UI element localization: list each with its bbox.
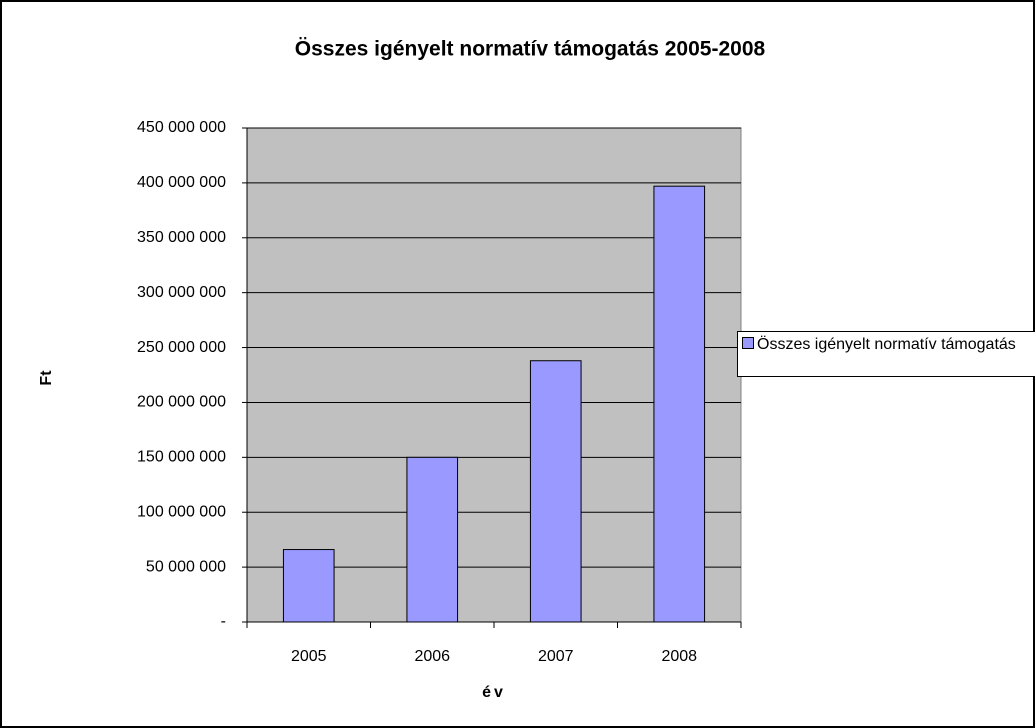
x-tick-label: 2005 bbox=[291, 648, 327, 665]
bar bbox=[653, 185, 706, 623]
y-tick-label: 300 000 000 bbox=[137, 284, 226, 301]
legend: Összes igényelt normatív támogatás bbox=[737, 331, 1035, 377]
x-tick-label: 2007 bbox=[538, 648, 574, 665]
x-axis-title: év bbox=[482, 684, 506, 701]
y-tick-label: 250 000 000 bbox=[137, 339, 226, 356]
bar bbox=[406, 456, 459, 623]
y-tick-label: 400 000 000 bbox=[137, 174, 226, 191]
y-tick-label: 450 000 000 bbox=[137, 119, 226, 136]
legend-label: Összes igényelt normatív támogatás bbox=[757, 336, 1016, 353]
y-tick-label: 50 000 000 bbox=[146, 558, 226, 575]
y-tick-label: 200 000 000 bbox=[137, 394, 226, 411]
legend-swatch bbox=[742, 337, 754, 349]
bar bbox=[529, 360, 582, 623]
y-tick-label: 150 000 000 bbox=[137, 449, 226, 466]
chart-title: Összes igényelt normatív támogatás 2005-… bbox=[295, 38, 766, 61]
bar bbox=[282, 549, 335, 623]
y-tick-label: 100 000 000 bbox=[137, 503, 226, 520]
x-tick-label: 2008 bbox=[661, 648, 697, 665]
y-tick-label: 350 000 000 bbox=[137, 229, 226, 246]
y-axis-title: Ft bbox=[38, 370, 55, 386]
y-tick-label: - bbox=[221, 613, 226, 630]
x-tick-label: 2006 bbox=[414, 648, 450, 665]
